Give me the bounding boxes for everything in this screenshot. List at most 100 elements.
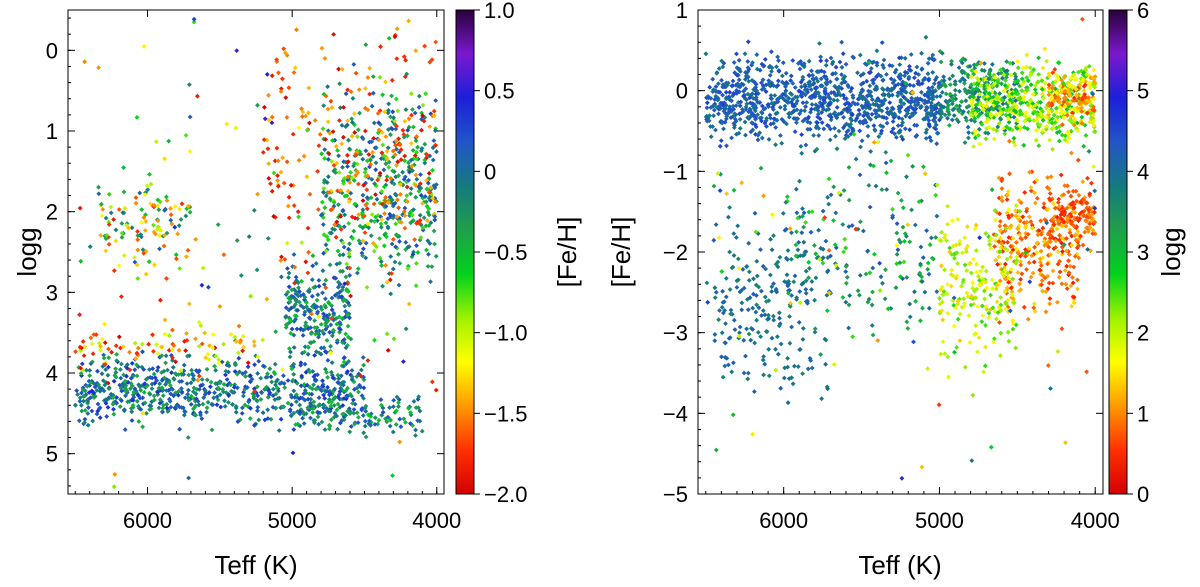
- data-point: [779, 73, 785, 79]
- data-point: [325, 156, 331, 162]
- data-point: [345, 281, 351, 287]
- data-point: [316, 314, 322, 319]
- data-point: [162, 156, 168, 162]
- data-point: [713, 127, 718, 133]
- data-point: [818, 58, 824, 64]
- data-point: [186, 301, 192, 307]
- data-point: [186, 82, 192, 88]
- data-point: [342, 212, 348, 218]
- data-point: [884, 71, 889, 77]
- data-point: [341, 363, 347, 369]
- data-point: [352, 201, 358, 207]
- data-point: [850, 95, 856, 101]
- data-point: [874, 48, 880, 54]
- data-point: [348, 169, 354, 175]
- data-point: [844, 274, 850, 280]
- data-point: [880, 280, 885, 286]
- data-point: [383, 161, 389, 167]
- data-point: [866, 182, 872, 188]
- data-point: [766, 373, 772, 379]
- data-point: [993, 257, 999, 263]
- data-point: [910, 163, 916, 169]
- data-point: [1065, 183, 1070, 189]
- data-point: [273, 329, 279, 335]
- data-point: [396, 404, 401, 409]
- data-point: [890, 206, 895, 212]
- data-point: [369, 139, 375, 145]
- data-point: [335, 401, 341, 407]
- data-point: [1050, 146, 1055, 152]
- data-point: [717, 308, 722, 313]
- data-point: [185, 247, 191, 253]
- data-point: [993, 316, 999, 322]
- data-point: [132, 367, 138, 373]
- data-point: [372, 181, 378, 187]
- data-point: [99, 213, 105, 219]
- data-point: [73, 349, 78, 355]
- data-point: [179, 378, 185, 384]
- data-point: [401, 54, 407, 60]
- data-point: [341, 244, 347, 250]
- data-point: [400, 359, 406, 365]
- data-point: [103, 400, 109, 406]
- data-point: [148, 406, 154, 412]
- data-point: [283, 95, 289, 101]
- data-point: [1015, 270, 1021, 275]
- data-point: [199, 282, 205, 288]
- data-point: [341, 104, 347, 110]
- data-point: [789, 230, 794, 236]
- data-point: [176, 404, 182, 410]
- data-point: [730, 78, 736, 84]
- data-point: [116, 207, 122, 212]
- data-point: [236, 355, 242, 361]
- data-point: [216, 357, 222, 363]
- data-point: [368, 218, 374, 224]
- data-point: [321, 250, 327, 256]
- data-point: [134, 114, 140, 120]
- data-point: [991, 136, 997, 142]
- data-point: [975, 304, 981, 309]
- data-point: [957, 88, 962, 94]
- data-point: [800, 206, 805, 212]
- data-point: [296, 157, 302, 163]
- data-point: [428, 279, 433, 285]
- data-point: [202, 330, 208, 336]
- x-tick-label: 4000: [412, 508, 461, 533]
- data-point: [121, 344, 126, 350]
- data-point: [340, 252, 346, 258]
- data-point: [727, 205, 733, 210]
- data-point: [870, 332, 876, 338]
- data-point: [345, 174, 351, 180]
- data-point: [113, 366, 119, 372]
- data-point: [1082, 229, 1088, 235]
- data-point: [982, 363, 988, 369]
- data-point: [275, 183, 281, 189]
- data-point: [72, 402, 78, 408]
- data-point: [342, 303, 348, 309]
- data-point: [183, 254, 189, 260]
- data-point: [388, 291, 394, 297]
- data-point: [343, 388, 349, 394]
- y-tick-label: 3: [46, 280, 58, 305]
- data-point: [1033, 127, 1039, 133]
- data-point: [792, 273, 798, 279]
- data-point: [942, 351, 948, 357]
- data-point: [349, 214, 355, 220]
- data-point: [1002, 131, 1008, 137]
- data-point: [888, 158, 894, 164]
- data-point: [1059, 281, 1065, 287]
- data-point: [355, 181, 361, 187]
- data-point: [282, 385, 288, 391]
- data-point: [758, 334, 764, 340]
- data-point: [139, 341, 145, 347]
- data-point: [408, 140, 414, 146]
- data-point: [328, 207, 334, 213]
- data-point: [799, 132, 805, 138]
- data-point: [424, 186, 430, 192]
- data-point: [800, 336, 806, 342]
- data-point: [937, 295, 942, 301]
- y-tick-label: 5: [46, 442, 58, 467]
- data-point: [840, 51, 846, 57]
- data-point: [924, 228, 930, 234]
- data-point: [379, 412, 385, 418]
